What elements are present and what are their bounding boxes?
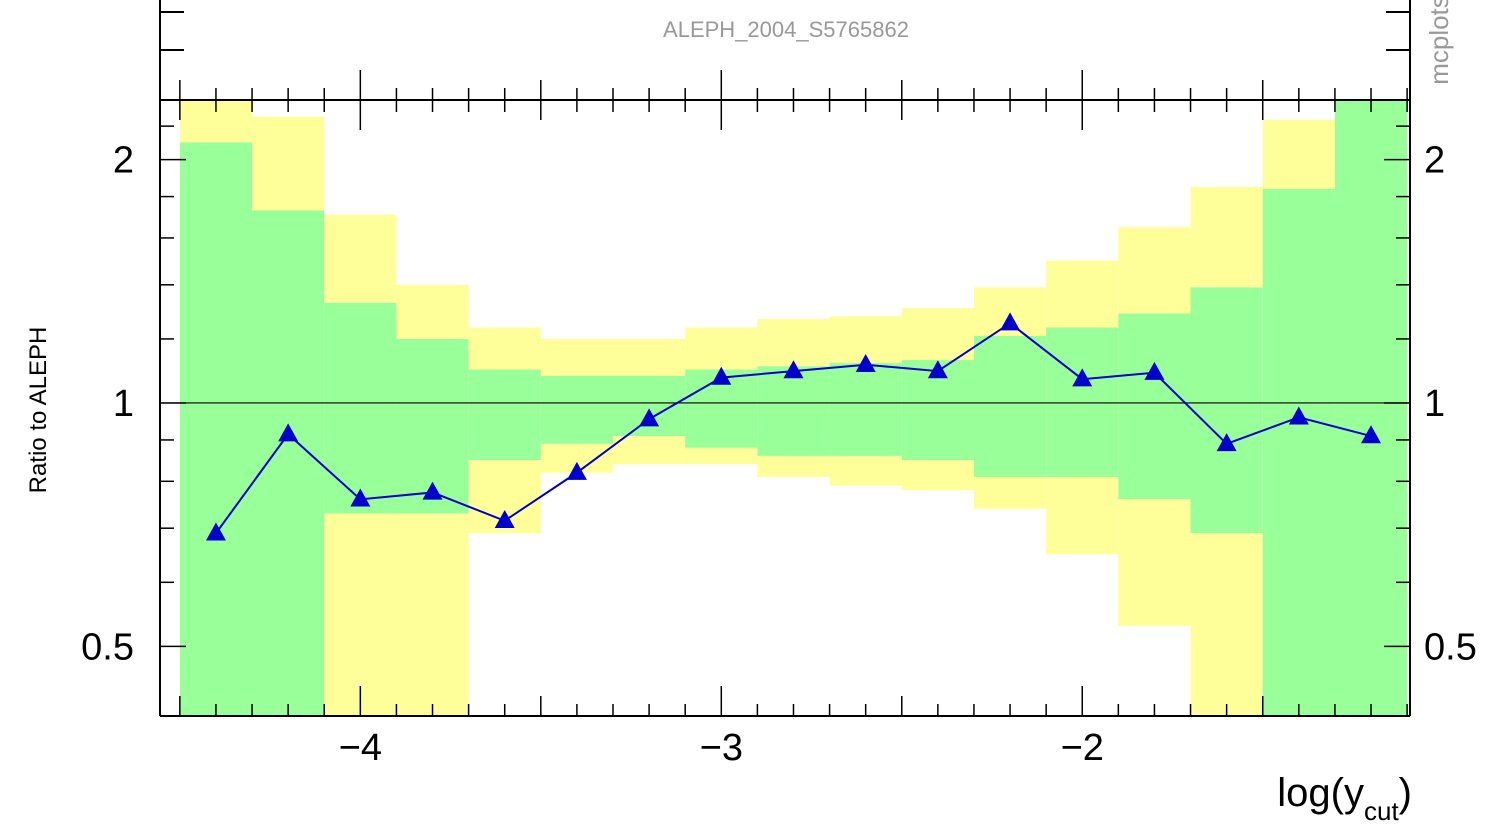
band-green-bin [1046, 327, 1119, 477]
band-green-bin [613, 375, 686, 437]
band-green-bin [179, 142, 253, 716]
data-point-triangle [494, 509, 515, 528]
band-green-bin [324, 302, 397, 514]
band-yellow-upper-bin [613, 338, 686, 376]
band-yellow-upper-bin [468, 327, 541, 370]
data-point-triangle [1288, 406, 1309, 425]
data-point-triangle [422, 481, 443, 500]
data-point-triangle [1361, 425, 1382, 444]
x-axis-label-sub: cut [1364, 796, 1399, 826]
band-yellow-upper-bin [1046, 260, 1119, 328]
band-yellow-upper-bin [685, 327, 758, 370]
band-green-bin [1190, 287, 1263, 534]
data-point-triangle [205, 522, 226, 541]
band-yellow-upper-bin [757, 319, 830, 367]
band-yellow-lower-bin [685, 447, 758, 465]
data-point-triangle [350, 488, 371, 507]
band-yellow-lower-bin [901, 460, 974, 491]
data-point-triangle [278, 423, 299, 442]
band-yellow-upper-bin [1190, 186, 1263, 288]
x-axis-label-base: log(y [1277, 771, 1364, 815]
x-tick-label: −4 [339, 727, 382, 769]
data-point-triangle [855, 353, 876, 372]
data-point-triangle [711, 366, 732, 385]
data-point-triangle [1216, 433, 1237, 452]
band-yellow-lower-bin [829, 455, 902, 486]
band-yellow-upper-bin [324, 214, 397, 303]
data-point-triangle [1072, 368, 1093, 387]
band-yellow-upper-bin [1262, 119, 1335, 189]
band-yellow-lower-bin [324, 513, 397, 716]
tick-labels: −4 −3 −2 2 2 1 1 0.5 0.5 [81, 140, 1477, 769]
band-green-bin [540, 375, 614, 444]
band-green-bin [829, 363, 902, 456]
data-point-triangle [1000, 312, 1021, 331]
data-point-triangle [639, 408, 660, 427]
band-green-bin [973, 336, 1047, 477]
x-tick-label: −3 [700, 727, 743, 769]
x-tick-label: −2 [1061, 727, 1104, 769]
y-tick-label-left: 2 [113, 140, 134, 182]
band-yellow-lower-bin [396, 513, 469, 716]
band-green-bin [252, 210, 325, 716]
band-yellow-lower-bin [973, 476, 1047, 509]
band-yellow-upper-bin [252, 116, 325, 211]
band-green-bin [757, 366, 830, 456]
x-axis-label: log(ycut) [1277, 771, 1412, 826]
y-tick-label-right: 1 [1424, 383, 1445, 425]
plot-frame [159, 0, 1411, 717]
band-yellow-lower-bin [1046, 476, 1119, 555]
y-tick-label-right: 0.5 [1424, 626, 1477, 668]
y-tick-label-left: 0.5 [81, 626, 134, 668]
y-axis-label: Ratio to ALEPH [25, 327, 52, 494]
band-yellow-upper-bin [901, 308, 974, 361]
band-green-bin [1262, 188, 1335, 717]
data-series [205, 312, 1382, 541]
uncertainty-bands [179, 100, 1408, 717]
data-point-triangle [1144, 361, 1165, 380]
band-yellow-lower-bin [1190, 533, 1263, 716]
data-point-triangle [783, 360, 804, 379]
data-point-triangle [927, 360, 948, 379]
band-yellow-lower-bin [757, 455, 830, 477]
band-yellow-upper-bin [396, 284, 469, 339]
band-green-bin [1118, 313, 1191, 500]
band-yellow-lower-bin [613, 436, 686, 465]
band-yellow-upper-bin [1118, 227, 1191, 314]
band-green-bin [468, 369, 541, 461]
band-green-bin [1334, 100, 1408, 716]
axis-ticks [160, 70, 1410, 716]
data-point-triangle [566, 461, 587, 480]
y-tick-label-left: 1 [113, 383, 134, 425]
y-tick-label-right: 2 [1424, 140, 1445, 182]
chart-title: ALEPH_2004_S5765862 [663, 17, 909, 42]
band-yellow-lower-bin [1118, 499, 1191, 626]
band-yellow-upper-bin [540, 338, 614, 376]
x-axis-label-close: ) [1399, 771, 1412, 815]
side-label: mcplots [1424, 0, 1454, 85]
